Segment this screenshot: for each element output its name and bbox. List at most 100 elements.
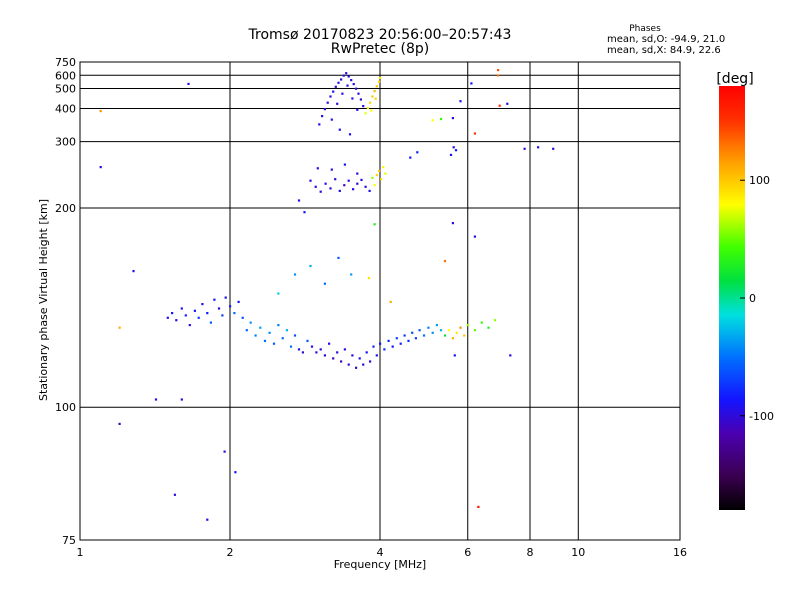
echo-point — [377, 169, 381, 172]
echo-point — [132, 270, 135, 273]
echo-point — [332, 90, 335, 93]
echo-point — [371, 95, 374, 98]
x-tick-label: 16 — [673, 546, 687, 559]
echo-point — [373, 184, 376, 187]
echo-point — [175, 319, 178, 322]
stats-line-o: mean, sd,O: -94.9, 21.0 — [607, 34, 725, 45]
plot-frame — [79, 61, 681, 541]
echo-point — [451, 117, 454, 120]
echo-point — [370, 109, 373, 112]
echo-point — [118, 422, 121, 425]
echo-point — [356, 108, 359, 111]
echo-point — [188, 324, 191, 327]
chart-title-line1: Tromsø 20170823 20:56:00–20:57:43 — [248, 27, 512, 43]
x-axis-label: Frequency [MHz] — [334, 558, 426, 571]
echo-point — [470, 82, 473, 85]
echo-point — [201, 303, 204, 306]
echo-point — [285, 329, 288, 332]
echo-point — [351, 97, 354, 100]
echo-point — [368, 189, 371, 192]
echo-point — [315, 351, 318, 354]
echo-point — [99, 110, 102, 113]
echo-point — [463, 334, 466, 337]
echo-point — [319, 190, 322, 193]
echo-point — [217, 307, 221, 310]
echo-point — [340, 78, 343, 81]
echo-point — [346, 84, 349, 87]
echo-point — [330, 118, 333, 121]
echo-point — [350, 273, 353, 276]
y-tick-label: 600 — [55, 69, 76, 82]
echo-point — [336, 351, 339, 354]
echo-point — [364, 185, 367, 188]
grid-lines — [80, 62, 680, 540]
echo-point — [241, 316, 244, 319]
echo-point — [431, 119, 434, 122]
stats-label: Phases — [629, 24, 661, 34]
echo-point — [281, 337, 284, 340]
echo-point — [329, 187, 332, 190]
echo-point — [180, 398, 183, 401]
echo-point — [309, 264, 312, 268]
echo-point — [414, 337, 417, 340]
echo-point — [293, 273, 297, 276]
echo-point — [498, 104, 501, 107]
echo-point — [336, 102, 339, 105]
colorbar-tick-label: -100 — [749, 410, 774, 423]
echo-point — [221, 314, 224, 317]
echo-point — [473, 132, 476, 135]
echo-point — [366, 107, 369, 110]
echo-point — [326, 101, 329, 104]
x-tick-label: 6 — [464, 546, 471, 559]
echo-point — [321, 115, 324, 118]
echo-point — [379, 76, 382, 79]
y-tick-label: 400 — [55, 102, 76, 115]
echo-point — [348, 133, 352, 136]
echo-point — [356, 172, 359, 175]
echo-point — [334, 178, 337, 181]
echo-point — [309, 179, 312, 182]
echo-point — [506, 102, 509, 105]
echo-point — [277, 324, 280, 327]
echo-point — [351, 354, 354, 357]
echo-point — [443, 260, 447, 263]
echo-point — [332, 357, 335, 360]
echo-point — [452, 146, 455, 149]
echo-point — [184, 314, 187, 317]
echo-point — [451, 222, 454, 225]
echo-point — [487, 326, 490, 329]
echo-point — [360, 178, 363, 181]
echo-point — [418, 329, 421, 332]
echo-point — [213, 298, 216, 301]
echo-point — [254, 334, 257, 337]
echo-point — [374, 97, 377, 100]
echo-point — [454, 149, 458, 152]
y-tick-label: 750 — [55, 56, 76, 69]
echo-point — [473, 329, 476, 332]
echo-point — [453, 354, 456, 357]
echo-point — [358, 357, 361, 360]
echo-point — [180, 307, 183, 310]
echo-point — [166, 316, 169, 319]
echo-point — [187, 82, 190, 85]
echo-point — [356, 182, 359, 185]
echo-point — [373, 223, 376, 226]
echo-point — [480, 321, 483, 324]
echo-point — [237, 300, 240, 303]
echo-point — [377, 80, 381, 83]
echo-point — [352, 83, 355, 86]
echo-point — [382, 166, 385, 169]
y-tick-label: 75 — [62, 534, 76, 547]
echo-point — [387, 339, 390, 342]
echo-point — [383, 348, 386, 351]
echo-point — [272, 342, 276, 345]
echo-point — [375, 354, 378, 357]
echo-point — [422, 334, 426, 337]
echo-point — [347, 179, 350, 182]
echo-point — [323, 108, 326, 111]
echo-point — [330, 168, 333, 171]
x-tick-label: 8 — [527, 546, 534, 559]
echo-point — [407, 339, 410, 342]
